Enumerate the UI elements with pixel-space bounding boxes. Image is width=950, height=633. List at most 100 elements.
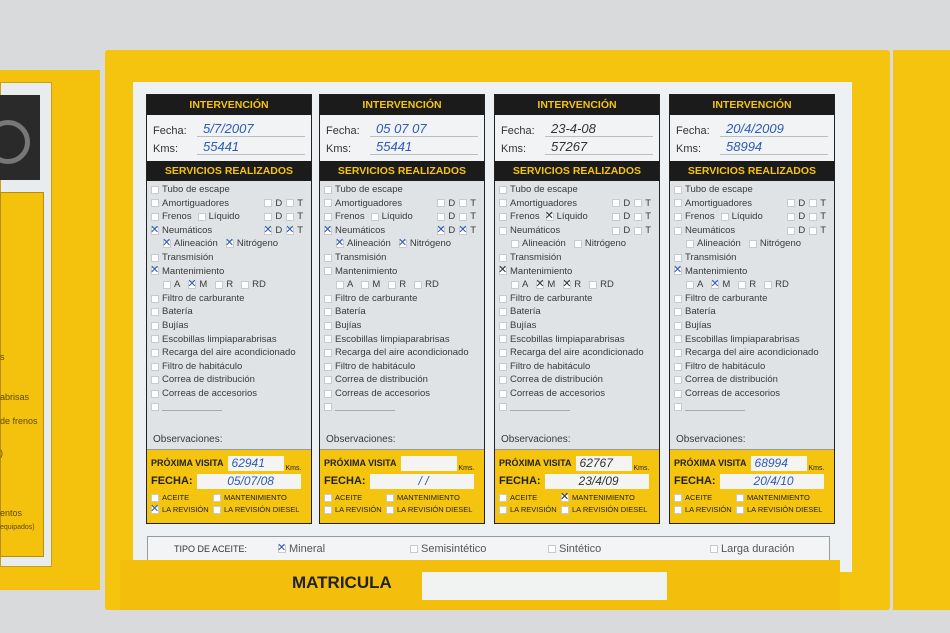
transmision-checkbox[interactable] — [324, 253, 332, 262]
level-M-checkbox[interactable] — [187, 277, 196, 291]
tubo-checkbox[interactable] — [151, 185, 159, 194]
amortiguadores-checkbox[interactable] — [499, 199, 507, 208]
liquido-checkbox[interactable] — [720, 212, 729, 221]
level-R-checkbox[interactable] — [562, 277, 571, 291]
next-date-field[interactable]: 23/4/09 — [544, 473, 649, 489]
service-checkbox[interactable] — [499, 376, 507, 385]
alineacion-checkbox[interactable] — [686, 240, 694, 249]
option-checkbox[interactable] — [561, 505, 569, 514]
neumaticos-checkbox[interactable] — [323, 223, 332, 237]
level-M-checkbox[interactable] — [710, 277, 719, 291]
service-checkbox[interactable] — [151, 294, 159, 303]
option-checkbox[interactable] — [499, 493, 507, 502]
option-checkbox[interactable] — [324, 505, 332, 514]
amortiguadores-checkbox[interactable] — [324, 199, 332, 208]
next-kms-field[interactable]: 62767 — [575, 455, 632, 471]
side-T-checkbox[interactable] — [809, 199, 818, 208]
alineacion-checkbox[interactable] — [335, 236, 344, 250]
service-checkbox[interactable] — [499, 335, 507, 344]
option-checkbox[interactable] — [151, 493, 159, 502]
option-checkbox[interactable] — [324, 493, 332, 502]
level-A-checkbox[interactable] — [336, 280, 344, 289]
date-value[interactable]: 23-4-08 — [545, 121, 653, 137]
side-D-checkbox[interactable] — [612, 226, 621, 235]
nitrogeno-checkbox[interactable] — [573, 240, 582, 249]
service-checkbox[interactable] — [324, 335, 332, 344]
extra-checkbox[interactable] — [324, 403, 332, 412]
mantenimiento-checkbox[interactable] — [673, 263, 682, 277]
service-checkbox[interactable] — [674, 348, 682, 357]
side-D-checkbox[interactable] — [612, 212, 621, 221]
km-value[interactable]: 57267 — [545, 139, 653, 155]
level-A-checkbox[interactable] — [686, 280, 694, 289]
extra-checkbox[interactable] — [674, 403, 682, 412]
option-checkbox[interactable] — [560, 490, 569, 504]
amortiguadores-checkbox[interactable] — [674, 199, 682, 208]
nitrogeno-checkbox[interactable] — [398, 236, 407, 250]
service-checkbox[interactable] — [324, 348, 332, 357]
alineacion-checkbox[interactable] — [511, 240, 519, 249]
side-D-checkbox[interactable] — [436, 223, 445, 237]
level-M-checkbox[interactable] — [361, 280, 370, 289]
frenos-checkbox[interactable] — [674, 212, 682, 221]
side-D-checkbox[interactable] — [437, 199, 446, 208]
next-kms-field[interactable] — [400, 455, 457, 471]
tubo-checkbox[interactable] — [674, 185, 682, 194]
service-checkbox[interactable] — [499, 348, 507, 357]
extra-checkbox[interactable] — [151, 403, 159, 412]
service-checkbox[interactable] — [151, 348, 159, 357]
side-D-checkbox[interactable] — [263, 223, 272, 237]
service-checkbox[interactable] — [674, 308, 682, 317]
level-RD-checkbox[interactable] — [764, 280, 773, 289]
service-checkbox[interactable] — [499, 362, 507, 371]
level-R-checkbox[interactable] — [738, 280, 747, 289]
level-RD-checkbox[interactable] — [589, 280, 598, 289]
liquido-checkbox[interactable] — [197, 212, 206, 221]
service-checkbox[interactable] — [499, 308, 507, 317]
option-checkbox[interactable] — [736, 493, 744, 502]
option-checkbox[interactable] — [674, 505, 682, 514]
option-checkbox[interactable] — [499, 505, 507, 514]
next-date-field[interactable]: 20/4/10 — [719, 473, 824, 489]
service-checkbox[interactable] — [674, 294, 682, 303]
oil-checkbox[interactable] — [410, 545, 418, 553]
option-checkbox[interactable] — [674, 493, 682, 502]
transmision-checkbox[interactable] — [674, 253, 682, 262]
transmision-checkbox[interactable] — [499, 253, 507, 262]
extra-checkbox[interactable] — [499, 403, 507, 412]
service-checkbox[interactable] — [674, 321, 682, 330]
option-checkbox[interactable] — [386, 493, 394, 502]
service-checkbox[interactable] — [151, 389, 159, 398]
amortiguadores-checkbox[interactable] — [151, 199, 159, 208]
level-RD-checkbox[interactable] — [241, 280, 250, 289]
frenos-checkbox[interactable] — [499, 212, 507, 221]
service-checkbox[interactable] — [499, 321, 507, 330]
neumaticos-checkbox[interactable] — [499, 226, 507, 235]
neumaticos-checkbox[interactable] — [674, 226, 682, 235]
liquido-checkbox[interactable] — [370, 212, 379, 221]
level-M-checkbox[interactable] — [535, 277, 544, 291]
date-value[interactable]: 5/7/2007 — [197, 121, 305, 137]
service-checkbox[interactable] — [324, 389, 332, 398]
frenos-checkbox[interactable] — [151, 212, 159, 221]
service-checkbox[interactable] — [151, 321, 159, 330]
oil-checkbox[interactable] — [548, 545, 556, 553]
service-checkbox[interactable] — [674, 376, 682, 385]
level-R-checkbox[interactable] — [388, 280, 397, 289]
next-kms-field[interactable]: 62941 — [227, 455, 284, 471]
option-checkbox[interactable] — [150, 502, 159, 516]
service-checkbox[interactable] — [324, 308, 332, 317]
side-T-checkbox[interactable] — [285, 223, 294, 237]
side-D-checkbox[interactable] — [787, 212, 796, 221]
option-checkbox[interactable] — [736, 505, 744, 514]
side-T-checkbox[interactable] — [809, 212, 818, 221]
tubo-checkbox[interactable] — [499, 185, 507, 194]
mantenimiento-checkbox[interactable] — [150, 263, 159, 277]
service-checkbox[interactable] — [499, 389, 507, 398]
date-value[interactable]: 20/4/2009 — [720, 121, 828, 137]
service-checkbox[interactable] — [674, 335, 682, 344]
km-value[interactable]: 58994 — [720, 139, 828, 155]
option-checkbox[interactable] — [213, 493, 221, 502]
level-R-checkbox[interactable] — [215, 280, 224, 289]
mantenimiento-checkbox[interactable] — [498, 263, 507, 277]
